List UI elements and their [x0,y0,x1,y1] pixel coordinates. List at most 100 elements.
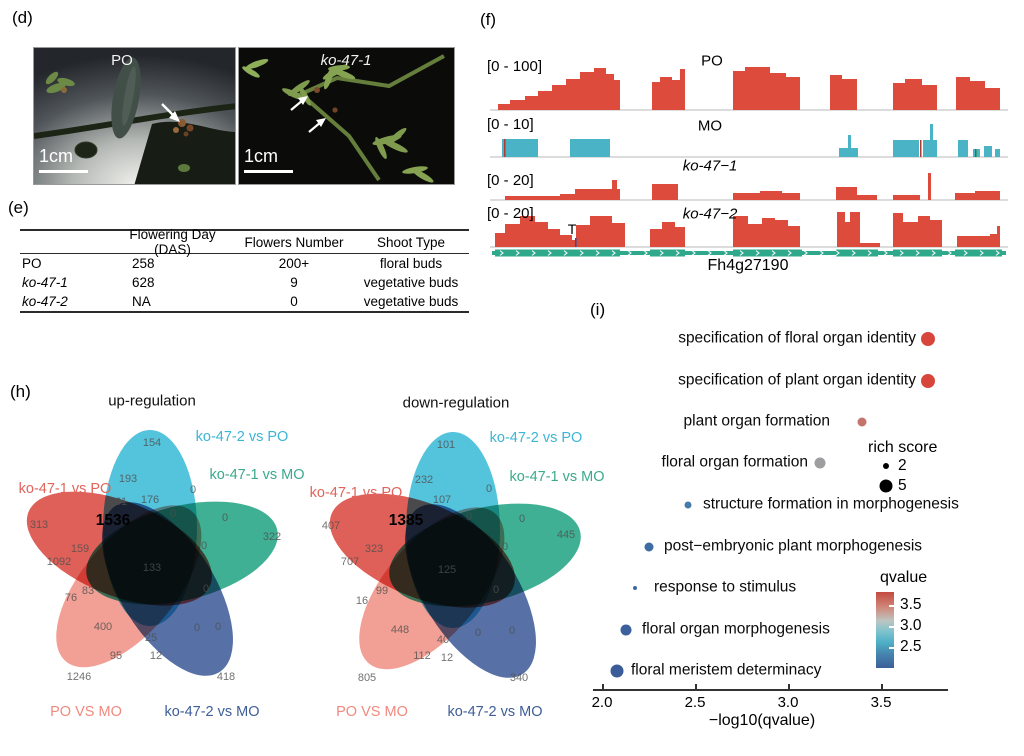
cell-flowers-number: 200+ [278,256,310,271]
coverage-block [830,75,842,110]
track-range-label: [0 - 20] [487,172,534,189]
venn-count: 322 [262,531,282,543]
go-term-label: response to stimulus [654,578,797,596]
go-term-label: plant organ formation [683,412,830,430]
venn-set-label: ko-47-1 vs MO [509,469,605,485]
venn-ellipse [405,504,536,678]
venn-count: 261 [108,496,128,508]
coverage-block [680,69,685,110]
strand-arrow-icon [499,250,504,256]
size-legend-value: 2 [898,457,907,474]
color-legend-tick [889,647,894,649]
coverage-block [660,77,672,110]
strand-arrow-icon [547,250,552,256]
venn-count: 154 [142,437,162,449]
strand-arrow-icon [659,250,664,256]
coverage-block [955,193,975,200]
variant-tick [920,140,922,157]
coverage-block [580,72,594,110]
strand-arrow-icon [803,250,808,256]
coverage-block [612,223,625,247]
coverage-block [525,96,538,110]
cell-shoot-type: vegetative buds [363,294,459,309]
shoot-cluster [45,71,75,94]
venn-count: 400 [93,621,113,633]
track-title: MO [697,117,723,135]
cell-flowering-day: NA [132,294,151,309]
venn-count: 76 [64,592,78,604]
coverage-block [775,220,788,247]
track-title: PO [701,52,723,70]
venn-count: 0 [465,511,473,523]
coverage-block [675,227,685,247]
venn-count: 107 [432,494,452,506]
gene-exon [893,249,942,257]
scalebar [244,170,293,173]
coverage-block [903,222,918,247]
strand-arrow-icon [979,250,984,256]
coverage-tracks [490,67,1008,257]
coverage-block [782,193,800,200]
strand-arrow-icon [995,250,1000,256]
color-legend-tick [889,626,894,628]
variant-tick [575,238,577,247]
cell-flowers-number: 0 [290,294,298,309]
venn-set-label: PO VS MO [336,704,408,720]
coverage-block [956,77,970,110]
coverage-block [918,216,930,247]
coverage-block [505,224,520,247]
leaf-whorl [372,127,408,159]
arrow-icon [161,103,180,122]
strand-arrow-icon [931,250,936,256]
venn-ellipse [102,502,233,676]
row-name: PO [22,256,42,271]
color-legend-value: 3.5 [900,596,922,613]
venn-count: 0 [214,621,222,633]
coverage-block [590,216,612,247]
venn-count: 707 [340,556,360,568]
venn-set-label: ko-47-1 vs PO [309,485,403,501]
venn-count: 25 [144,632,158,644]
venn-count: 12 [149,650,163,662]
x-axis-tick-label: 3.5 [870,694,892,711]
coverage-block [505,196,560,200]
track-range-label: [0 - 10] [487,116,534,133]
row-name: ko-47-1 [22,275,68,290]
strand-arrow-icon [755,250,760,256]
coverage-block [928,173,931,200]
arrow-icon [290,96,308,111]
strand-arrow-icon [947,250,952,256]
venn-count: 0 [492,584,500,596]
strand-arrow-icon [787,250,792,256]
coverage-block [606,74,614,110]
coverage-block [576,225,590,247]
strand-arrow-icon [579,250,584,256]
strand-arrow-icon [915,250,920,256]
coverage-block [510,100,525,110]
coverage-block [733,71,745,110]
x-axis-title: −log10(qvalue) [708,712,816,729]
coverage-block [652,82,660,110]
coverage-block [617,189,620,200]
size-legend-dot [879,479,893,493]
coverage-block [857,195,877,200]
flowering-table: Flowering Day (DAS) Flowers Number Shoot T… [20,227,469,313]
gene-exon [495,249,620,257]
coverage-block [614,80,620,110]
gene-exon [836,249,878,257]
table-row: PO 258 200+ floral buds [20,254,469,273]
venn-count: 0 [485,483,493,495]
photo-po: PO 1cm [33,47,236,185]
coverage-block [570,139,610,157]
venn-count: 0 [193,622,201,634]
gene-exon [650,249,685,257]
venn-set-label: ko-47-2 vs PO [489,430,583,446]
venn-count: 83 [81,585,95,597]
coverage-block [893,83,905,110]
go-dot [620,624,632,636]
venn-count: 0 [189,484,197,496]
strand-arrow-icon [531,250,536,256]
x-axis-tick [881,684,883,689]
panel-label-i: (i) [590,300,606,319]
go-term-label: specification of plant organ identity [678,371,916,389]
